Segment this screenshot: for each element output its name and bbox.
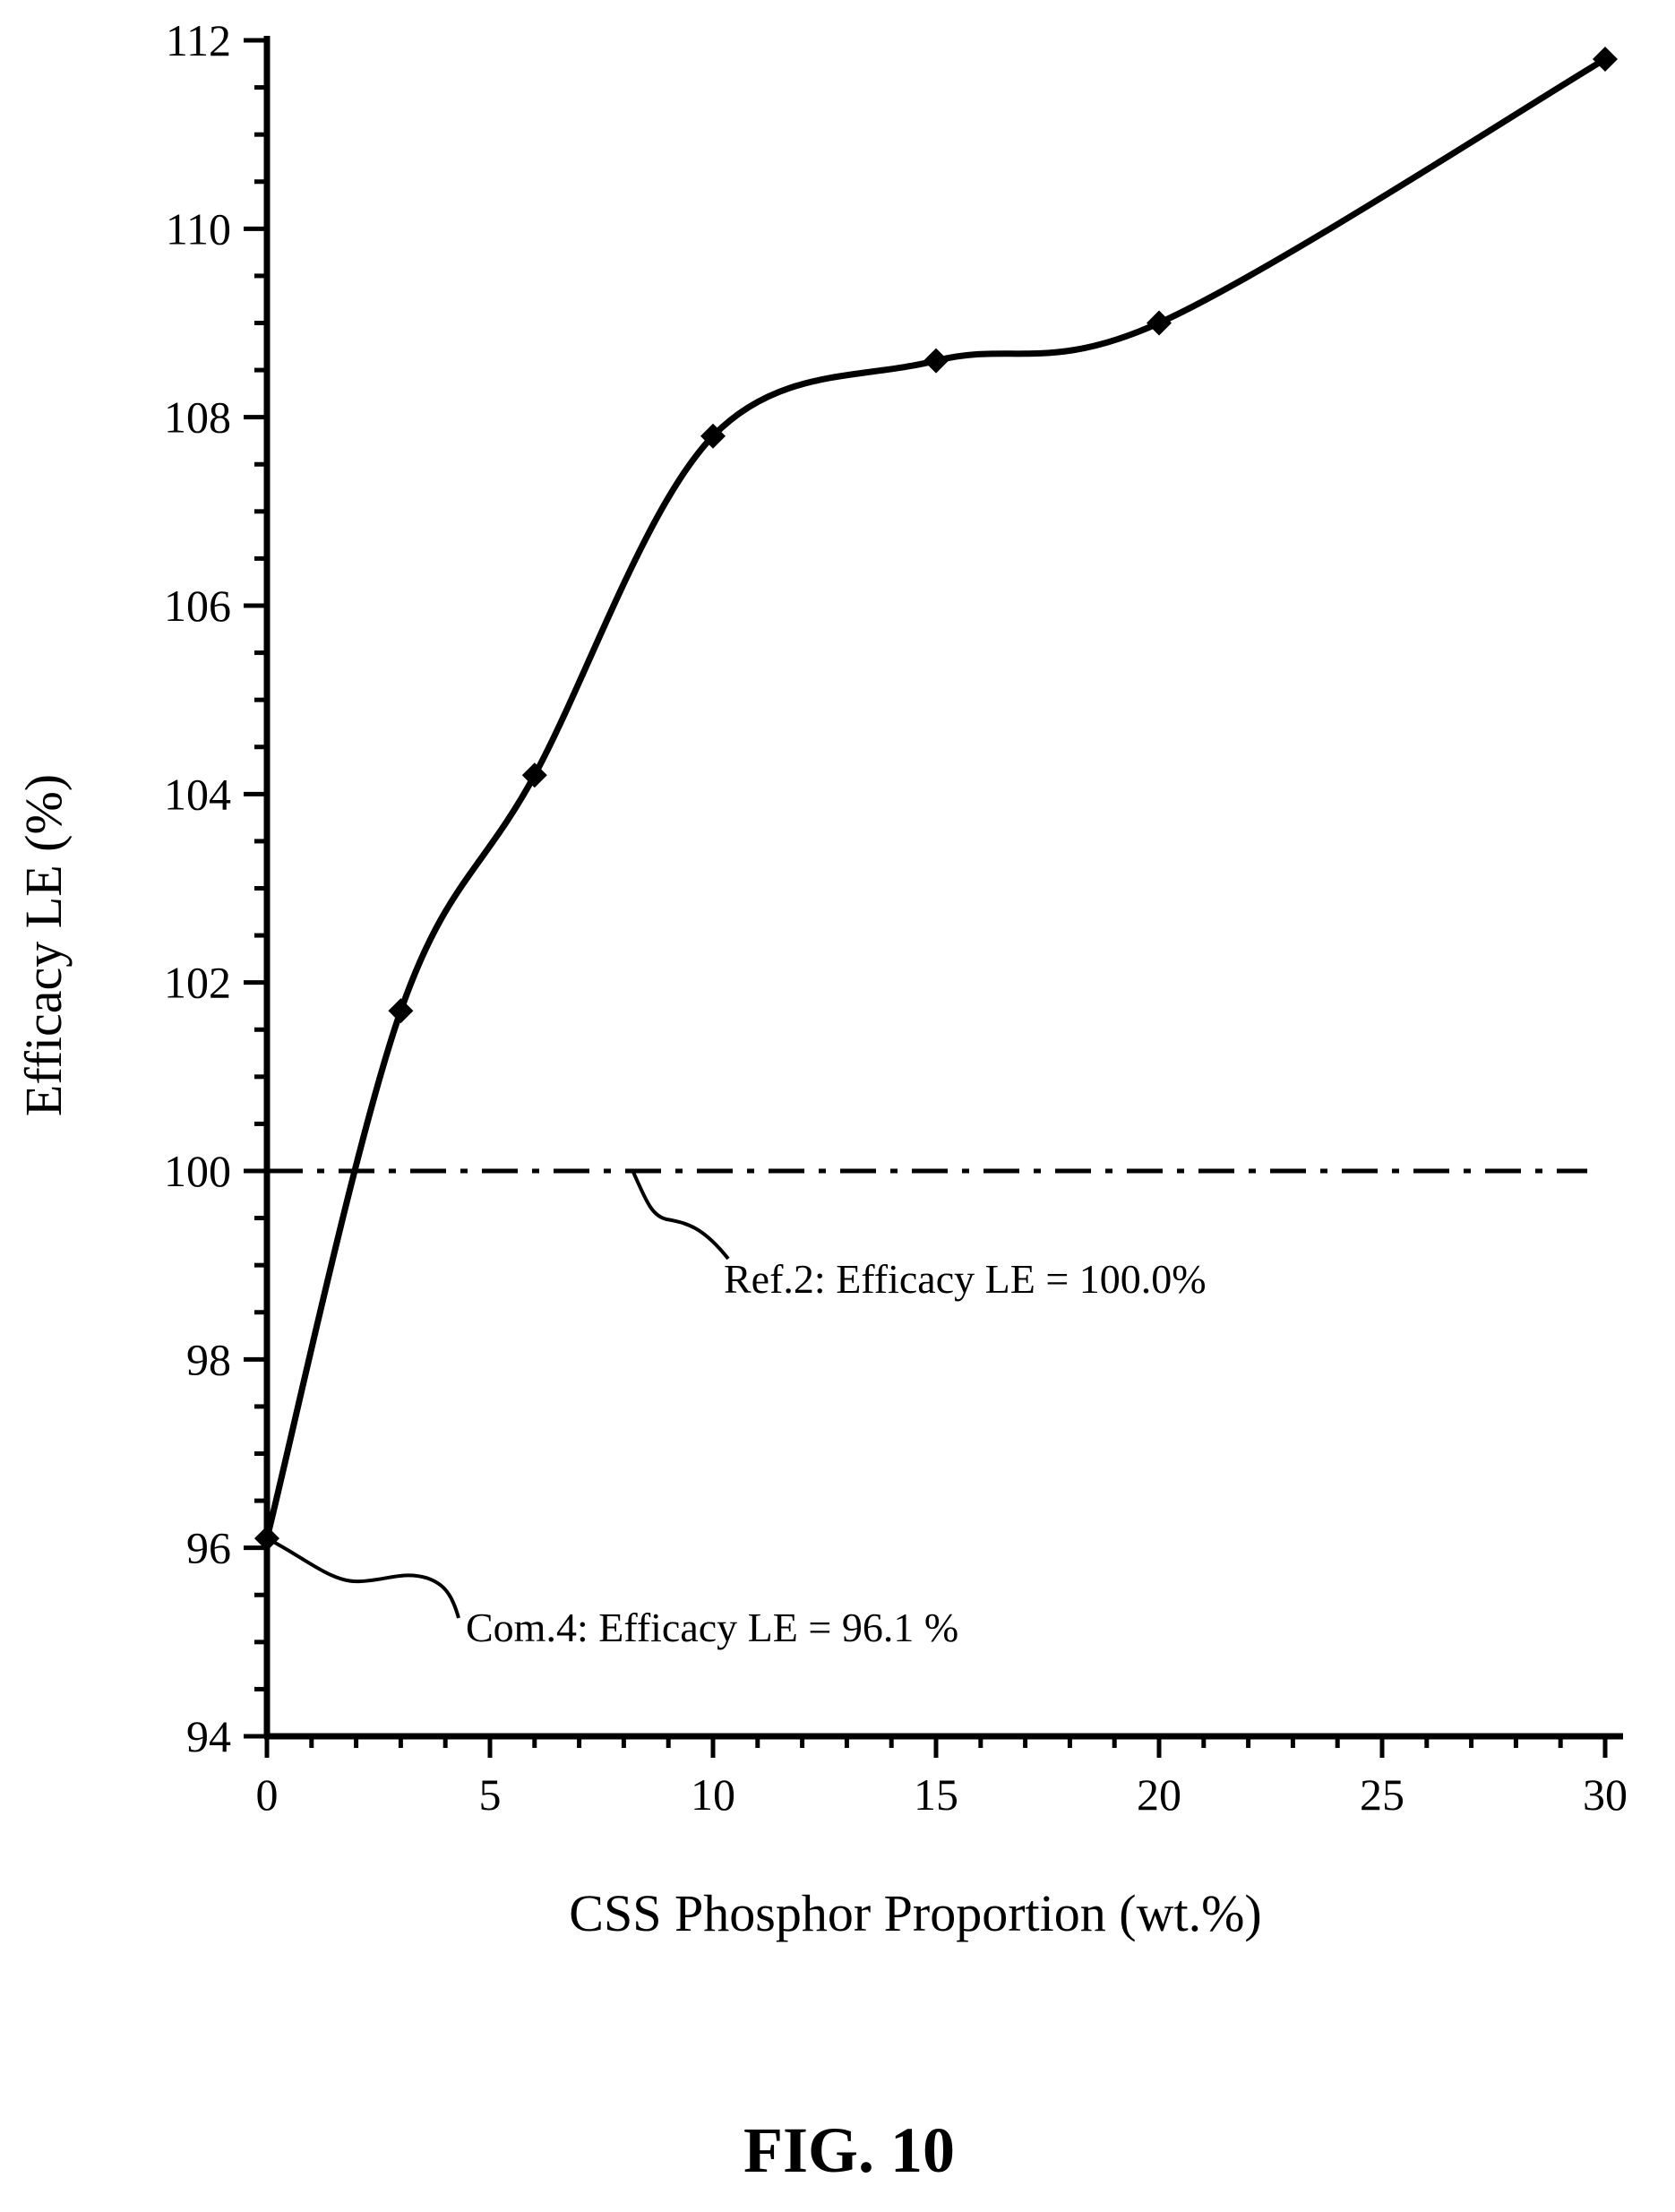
figure-label: FIG. 10 xyxy=(743,2114,955,2186)
y-tick-label: 106 xyxy=(164,581,231,631)
x-tick-label: 15 xyxy=(914,1769,958,1820)
data-point-marker xyxy=(1147,310,1172,336)
y-tick-label: 98 xyxy=(186,1334,231,1384)
y-tick-label: 110 xyxy=(166,203,231,254)
ref-annotation-text: Ref.2: Efficacy LE = 100.0% xyxy=(724,1256,1207,1302)
y-tick-label: 100 xyxy=(164,1146,231,1196)
x-axis-title: CSS Phosphor Proportion (wt.%) xyxy=(569,1884,1261,1942)
x-tick-label: 25 xyxy=(1360,1769,1404,1820)
ref-annotation-leader xyxy=(631,1170,730,1261)
com-annotation-text: Com.4: Efficacy LE = 96.1 % xyxy=(466,1605,958,1650)
com-annotation-leader xyxy=(266,1536,460,1619)
y-tick-label: 104 xyxy=(164,769,231,819)
x-tick-label: 10 xyxy=(691,1769,735,1820)
chart-ticks: 94 96 98 100 102 104 106 108 110 112 0 5 10 15 20 25 30 xyxy=(164,15,1628,1820)
data-point-marker xyxy=(388,998,414,1024)
data-point-marker xyxy=(923,348,949,374)
data-point-marker xyxy=(700,423,726,449)
x-tick-label: 30 xyxy=(1583,1769,1628,1820)
y-axis-title: Efficacy LE (%) xyxy=(14,774,73,1116)
y-tick-label: 108 xyxy=(164,392,231,443)
x-tick-label: 20 xyxy=(1137,1769,1181,1820)
data-point-marker xyxy=(1593,47,1618,73)
series-line xyxy=(263,56,1607,1540)
series-layer xyxy=(254,47,1618,1552)
x-tick-label: 5 xyxy=(479,1769,502,1820)
y-tick-label: 94 xyxy=(186,1711,231,1761)
annotation-layer: Ref.2: Efficacy LE = 100.0% Com.4: Effica… xyxy=(266,1170,1207,1650)
data-point-marker xyxy=(521,762,547,788)
chart-axes xyxy=(263,36,1623,1740)
x-tick-label: 0 xyxy=(256,1769,279,1820)
y-tick-label: 102 xyxy=(164,958,231,1008)
y-tick-label: 112 xyxy=(166,15,231,65)
y-tick-label: 96 xyxy=(186,1523,231,1573)
